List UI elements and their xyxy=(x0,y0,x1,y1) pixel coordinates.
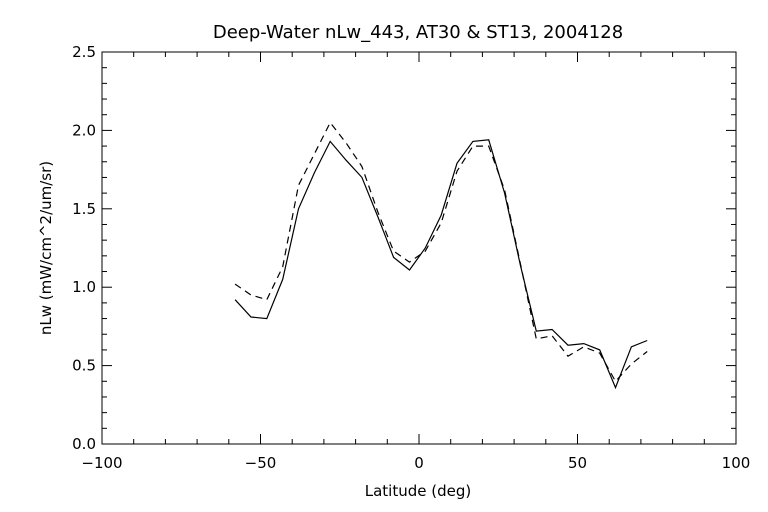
series-line-1 xyxy=(234,139,648,390)
plot-frame xyxy=(101,51,737,445)
y-tick-label: 2.0 xyxy=(72,121,96,139)
y-tick-label: 0.5 xyxy=(72,357,96,375)
y-tick-label: 2.5 xyxy=(72,43,96,61)
x-tick-label: 100 xyxy=(722,454,751,472)
chart-title: Deep-Water nLw_443, AT30 & ST13, 2004128 xyxy=(213,22,623,43)
y-axis-label: nLw (mW/cm^2/um/sr) xyxy=(37,161,55,335)
x-tick-label: −100 xyxy=(81,454,122,472)
x-axis-label: Latitude (deg) xyxy=(365,482,471,500)
series-line-2 xyxy=(234,121,648,383)
axis-ticks: −100 −50 0 50 100 0.0 0.5 1.0 1.5 2.0 2.5 xyxy=(72,43,750,472)
series-group xyxy=(234,121,648,390)
y-tick-label: 1.0 xyxy=(72,278,96,296)
x-tick-label: 0 xyxy=(414,454,424,472)
y-tick-label: 1.5 xyxy=(72,200,96,218)
y-tick-label: 0.0 xyxy=(72,435,96,453)
x-tick-label: −50 xyxy=(245,454,277,472)
x-tick-label: 50 xyxy=(568,454,587,472)
